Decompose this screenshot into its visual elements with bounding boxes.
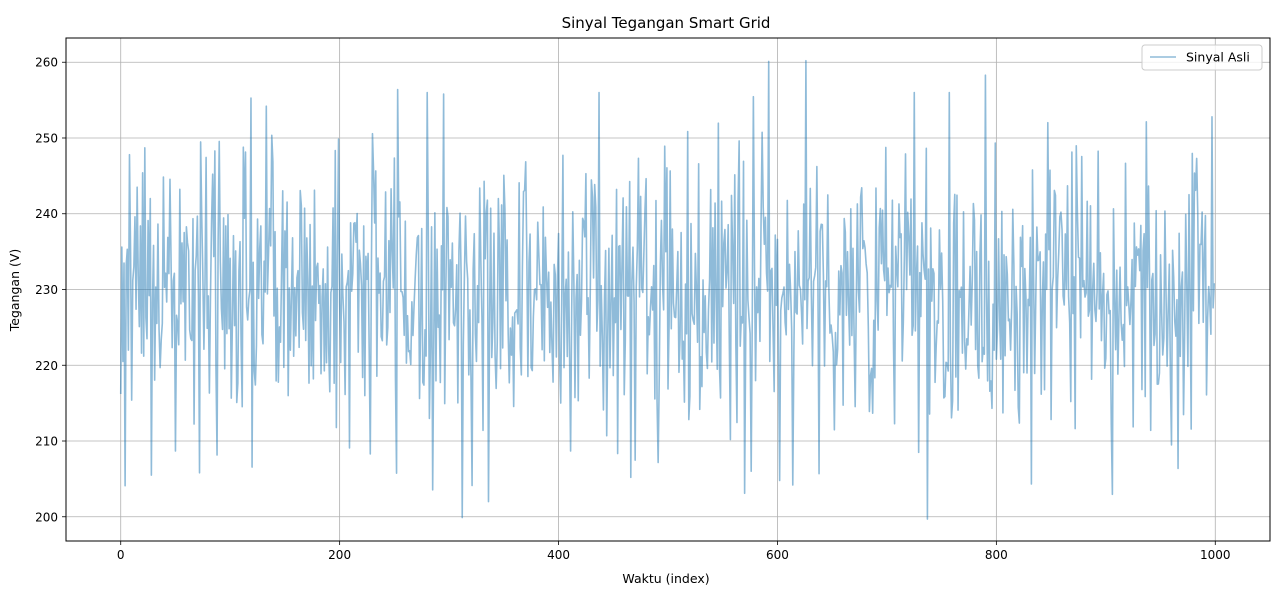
y-tick-label: 260	[35, 56, 58, 70]
legend-label-sinyal-asli: Sinyal Asli	[1186, 50, 1250, 65]
y-tick-label: 220	[35, 359, 58, 373]
axis-ticks: 0 200 400 600 800 1000 200 210 220 230 240 250 260	[35, 56, 1230, 562]
legend: Sinyal Asli	[1141, 44, 1263, 71]
data-series	[119, 59, 1215, 520]
series-line-sinyal-asli	[119, 59, 1215, 520]
y-tick-label: 200	[35, 510, 58, 524]
x-tick-label: 1000	[1200, 548, 1231, 562]
y-tick-label: 240	[35, 207, 58, 221]
x-tick-label: 800	[985, 548, 1008, 562]
y-tick-label: 210	[35, 435, 58, 449]
y-tick-label: 250	[35, 131, 58, 145]
x-tick-label: 200	[328, 548, 351, 562]
chart-title: Sinyal Tegangan Smart Grid	[562, 14, 771, 32]
legend-box	[1141, 44, 1263, 71]
x-tick-label: 600	[766, 548, 789, 562]
y-tick-label: 230	[35, 283, 58, 297]
x-tick-label: 0	[117, 548, 125, 562]
x-tick-label: 400	[547, 548, 570, 562]
y-axis-label: Tegangan (V)	[7, 249, 22, 333]
x-axis-label: Waktu (index)	[622, 571, 709, 586]
